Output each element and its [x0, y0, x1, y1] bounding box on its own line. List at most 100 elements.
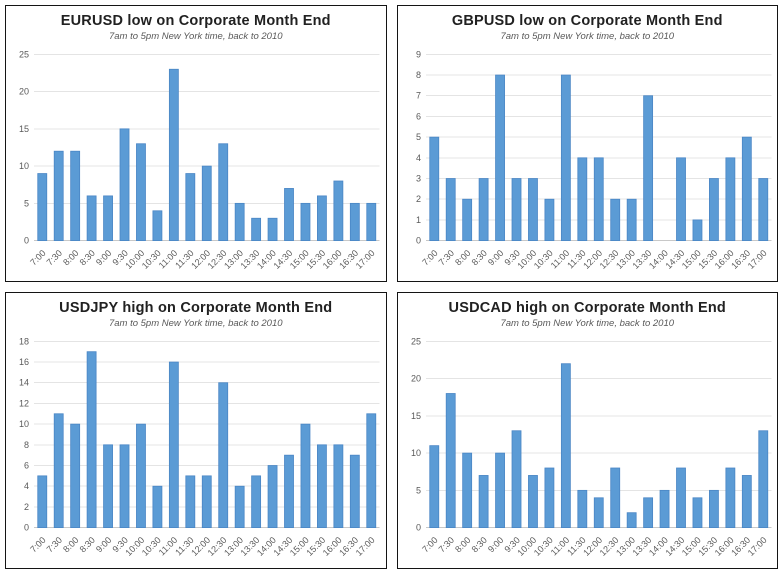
x-tick-label: 8:00 [453, 535, 472, 554]
bar [560, 74, 571, 242]
y-tick-label: 5 [416, 485, 421, 495]
y-tick-label: 15 [411, 411, 421, 421]
x-tick-label: 7:00 [28, 535, 47, 554]
bar [349, 202, 360, 242]
chart-subtitle: 7am to 5pm New York time, back to 2010 [108, 31, 283, 42]
x-tick-label: 7:00 [420, 535, 439, 554]
bar [251, 475, 262, 529]
bar [593, 497, 604, 529]
chart-subtitle: 7am to 5pm New York time, back to 2010 [108, 318, 283, 329]
y-tick-label: 15 [19, 124, 29, 134]
bar [119, 444, 130, 529]
bar [53, 150, 64, 242]
bar [333, 444, 344, 529]
chart-panel-usdcad-high: USDCAD high on Corporate Month End 7am t… [396, 292, 778, 569]
chart-panel-usdjpy-high: USDJPY high on Corporate Month End 7am t… [5, 292, 387, 569]
bar-chart-plot: 0246810121416187:007:308:008:309:009:301… [19, 336, 380, 558]
y-tick-label: 4 [24, 481, 29, 491]
x-tick-label: 8:00 [61, 535, 80, 554]
x-tick-label: 17:00 [745, 535, 768, 558]
bar [201, 165, 212, 242]
y-tick-label: 3 [416, 174, 421, 184]
bar [136, 423, 146, 529]
bar [366, 202, 377, 242]
bar [576, 157, 587, 242]
x-tick-label: 7:30 [436, 535, 455, 554]
bar [544, 198, 554, 242]
bar [185, 173, 196, 242]
x-tick-label: 9:00 [94, 248, 113, 267]
y-tick-label: 25 [19, 49, 29, 59]
x-tick-label: 7:30 [45, 248, 64, 267]
bar [741, 475, 752, 529]
bar [675, 157, 686, 242]
chart-title: USDJPY high on Corporate Month End [59, 300, 333, 316]
bar [494, 74, 505, 242]
x-tick-label: 8:00 [453, 248, 472, 267]
bar [251, 217, 262, 242]
bar [494, 452, 505, 529]
y-tick-label: 25 [411, 336, 421, 346]
bar [70, 423, 81, 529]
bar [478, 475, 489, 529]
bar [300, 423, 311, 529]
bar [284, 188, 294, 242]
y-tick-label: 0 [24, 236, 29, 246]
x-tick-label: 7:30 [45, 535, 64, 554]
bar [544, 467, 554, 529]
bar [317, 444, 327, 529]
bar [37, 173, 48, 242]
x-tick-label: 8:30 [78, 535, 97, 554]
y-tick-label: 14 [19, 378, 29, 388]
x-tick-label: 9:00 [486, 535, 505, 554]
bar [103, 195, 113, 242]
bar [349, 454, 360, 529]
x-tick-label: 7:30 [436, 248, 455, 267]
x-tick-label: 8:30 [469, 248, 488, 267]
bar [724, 157, 735, 242]
bar [267, 465, 278, 529]
bar [692, 219, 702, 242]
bar [708, 489, 719, 529]
bar [757, 430, 768, 529]
chart-title: GBPUSD low on Corporate Month End [451, 13, 723, 29]
bar [445, 393, 456, 529]
chart-title: USDCAD high on Corporate Month End [448, 300, 726, 316]
bar [692, 497, 702, 529]
bar [609, 467, 620, 529]
bar [136, 143, 146, 242]
x-tick-label: 17:00 [354, 248, 377, 271]
bar [642, 497, 653, 529]
y-tick-label: 16 [19, 357, 29, 367]
bar [86, 195, 97, 242]
bar [461, 198, 472, 242]
bar [593, 157, 604, 242]
chart-subtitle: 7am to 5pm New York time, back to 2010 [500, 31, 675, 42]
bar [428, 136, 439, 242]
bar [642, 95, 653, 242]
y-tick-label: 9 [416, 49, 421, 59]
bar [234, 485, 245, 529]
x-tick-label: 7:00 [28, 248, 47, 267]
bar [511, 178, 521, 242]
bar [609, 198, 620, 242]
x-tick-label: 17:00 [354, 535, 377, 558]
x-tick-label: 8:00 [61, 248, 80, 267]
bar [724, 467, 735, 529]
chart-title: EURUSD low on Corporate Month End [60, 13, 331, 29]
y-tick-label: 20 [411, 374, 421, 384]
bar-chart-plot: 05101520257:007:308:008:309:009:3010:001… [19, 49, 380, 271]
bar [284, 454, 294, 529]
y-tick-label: 5 [416, 132, 421, 142]
bar [86, 351, 97, 529]
y-tick-label: 10 [19, 419, 29, 429]
bar [675, 467, 686, 529]
y-tick-label: 6 [416, 111, 421, 121]
bar [234, 202, 245, 242]
chart-panel-eurusd-low: EURUSD low on Corporate Month End 7am to… [5, 5, 387, 282]
bar [103, 444, 113, 529]
y-tick-label: 12 [19, 398, 29, 408]
bar [461, 452, 472, 529]
y-tick-label: 4 [416, 153, 421, 163]
